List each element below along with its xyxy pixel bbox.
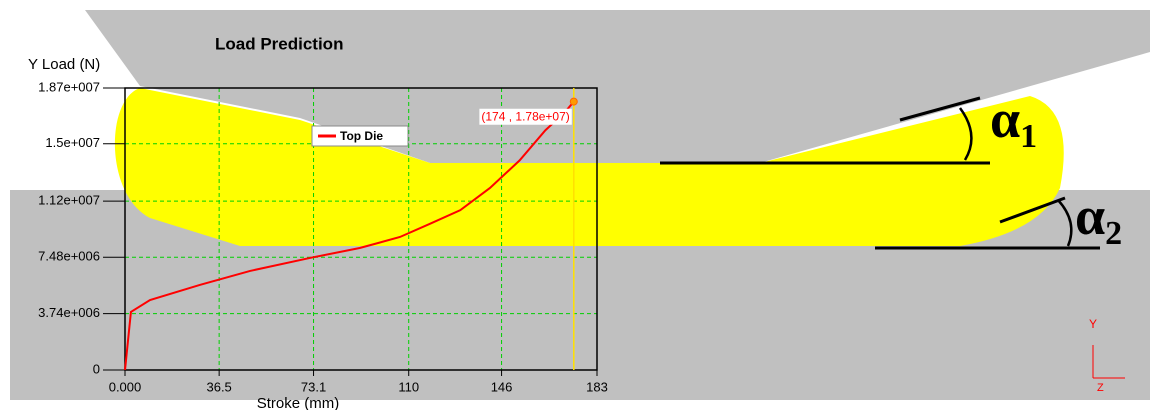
y-tick-label: 1.87e+007 <box>38 79 100 94</box>
triad-label: Z <box>1097 382 1104 394</box>
x-tick-label: 110 <box>398 379 419 394</box>
x-tick-label: 183 <box>586 379 608 394</box>
x-tick-label: 0.000 <box>109 379 142 394</box>
x-axis-label: Stroke (mm) <box>257 395 340 410</box>
y-tick-label: 3.74e+006 <box>38 305 100 320</box>
cursor-point <box>570 98 577 105</box>
x-tick-label: 36.5 <box>206 379 231 394</box>
cursor-label: (174 , 1.78e+07) <box>481 110 569 124</box>
y-tick-label: 1.12e+007 <box>38 193 100 208</box>
scene: α1 α2 Y Z <box>10 10 1150 400</box>
y-axis-label: Y Load (N) <box>28 56 100 73</box>
triad-label: Y <box>1089 317 1097 331</box>
screen: α1 α2 Y Z Load Prediction Y Load (N) Str… <box>0 0 1158 410</box>
y-tick-label: 0 <box>93 361 100 376</box>
chart-title: Load Prediction <box>215 34 343 53</box>
legend-label: Top Die <box>340 129 383 143</box>
y-tick-label: 7.48e+006 <box>38 249 100 264</box>
x-tick-label: 73.1 <box>301 379 326 394</box>
x-tick-label: 146 <box>491 379 513 394</box>
y-tick-label: 1.5e+007 <box>45 135 100 150</box>
